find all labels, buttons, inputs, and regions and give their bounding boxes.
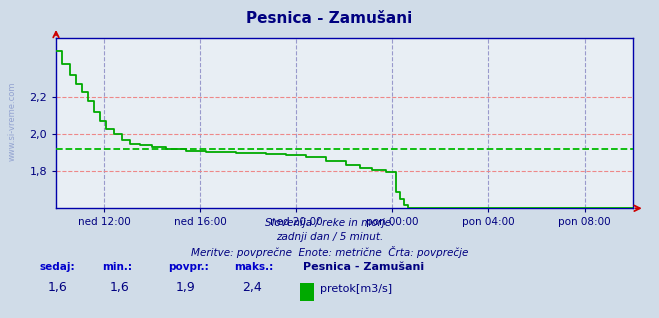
Text: 2,4: 2,4 <box>242 281 262 294</box>
Text: pretok[m3/s]: pretok[m3/s] <box>320 284 391 294</box>
Text: zadnji dan / 5 minut.: zadnji dan / 5 minut. <box>276 232 383 242</box>
Text: maks.:: maks.: <box>234 262 273 272</box>
Text: min.:: min.: <box>102 262 132 272</box>
Text: Pesnica - Zamušani: Pesnica - Zamušani <box>303 262 424 272</box>
Text: sedaj:: sedaj: <box>40 262 75 272</box>
Text: povpr.:: povpr.: <box>168 262 209 272</box>
Text: Slovenija / reke in morje.: Slovenija / reke in morje. <box>265 218 394 228</box>
Text: 1,9: 1,9 <box>176 281 196 294</box>
Text: www.si-vreme.com: www.si-vreme.com <box>8 81 17 161</box>
Text: 1,6: 1,6 <box>47 281 67 294</box>
Text: Pesnica - Zamušani: Pesnica - Zamušani <box>246 11 413 26</box>
Text: Meritve: povprečne  Enote: metrične  Črta: povprečje: Meritve: povprečne Enote: metrične Črta:… <box>191 246 468 259</box>
Text: 1,6: 1,6 <box>110 281 130 294</box>
